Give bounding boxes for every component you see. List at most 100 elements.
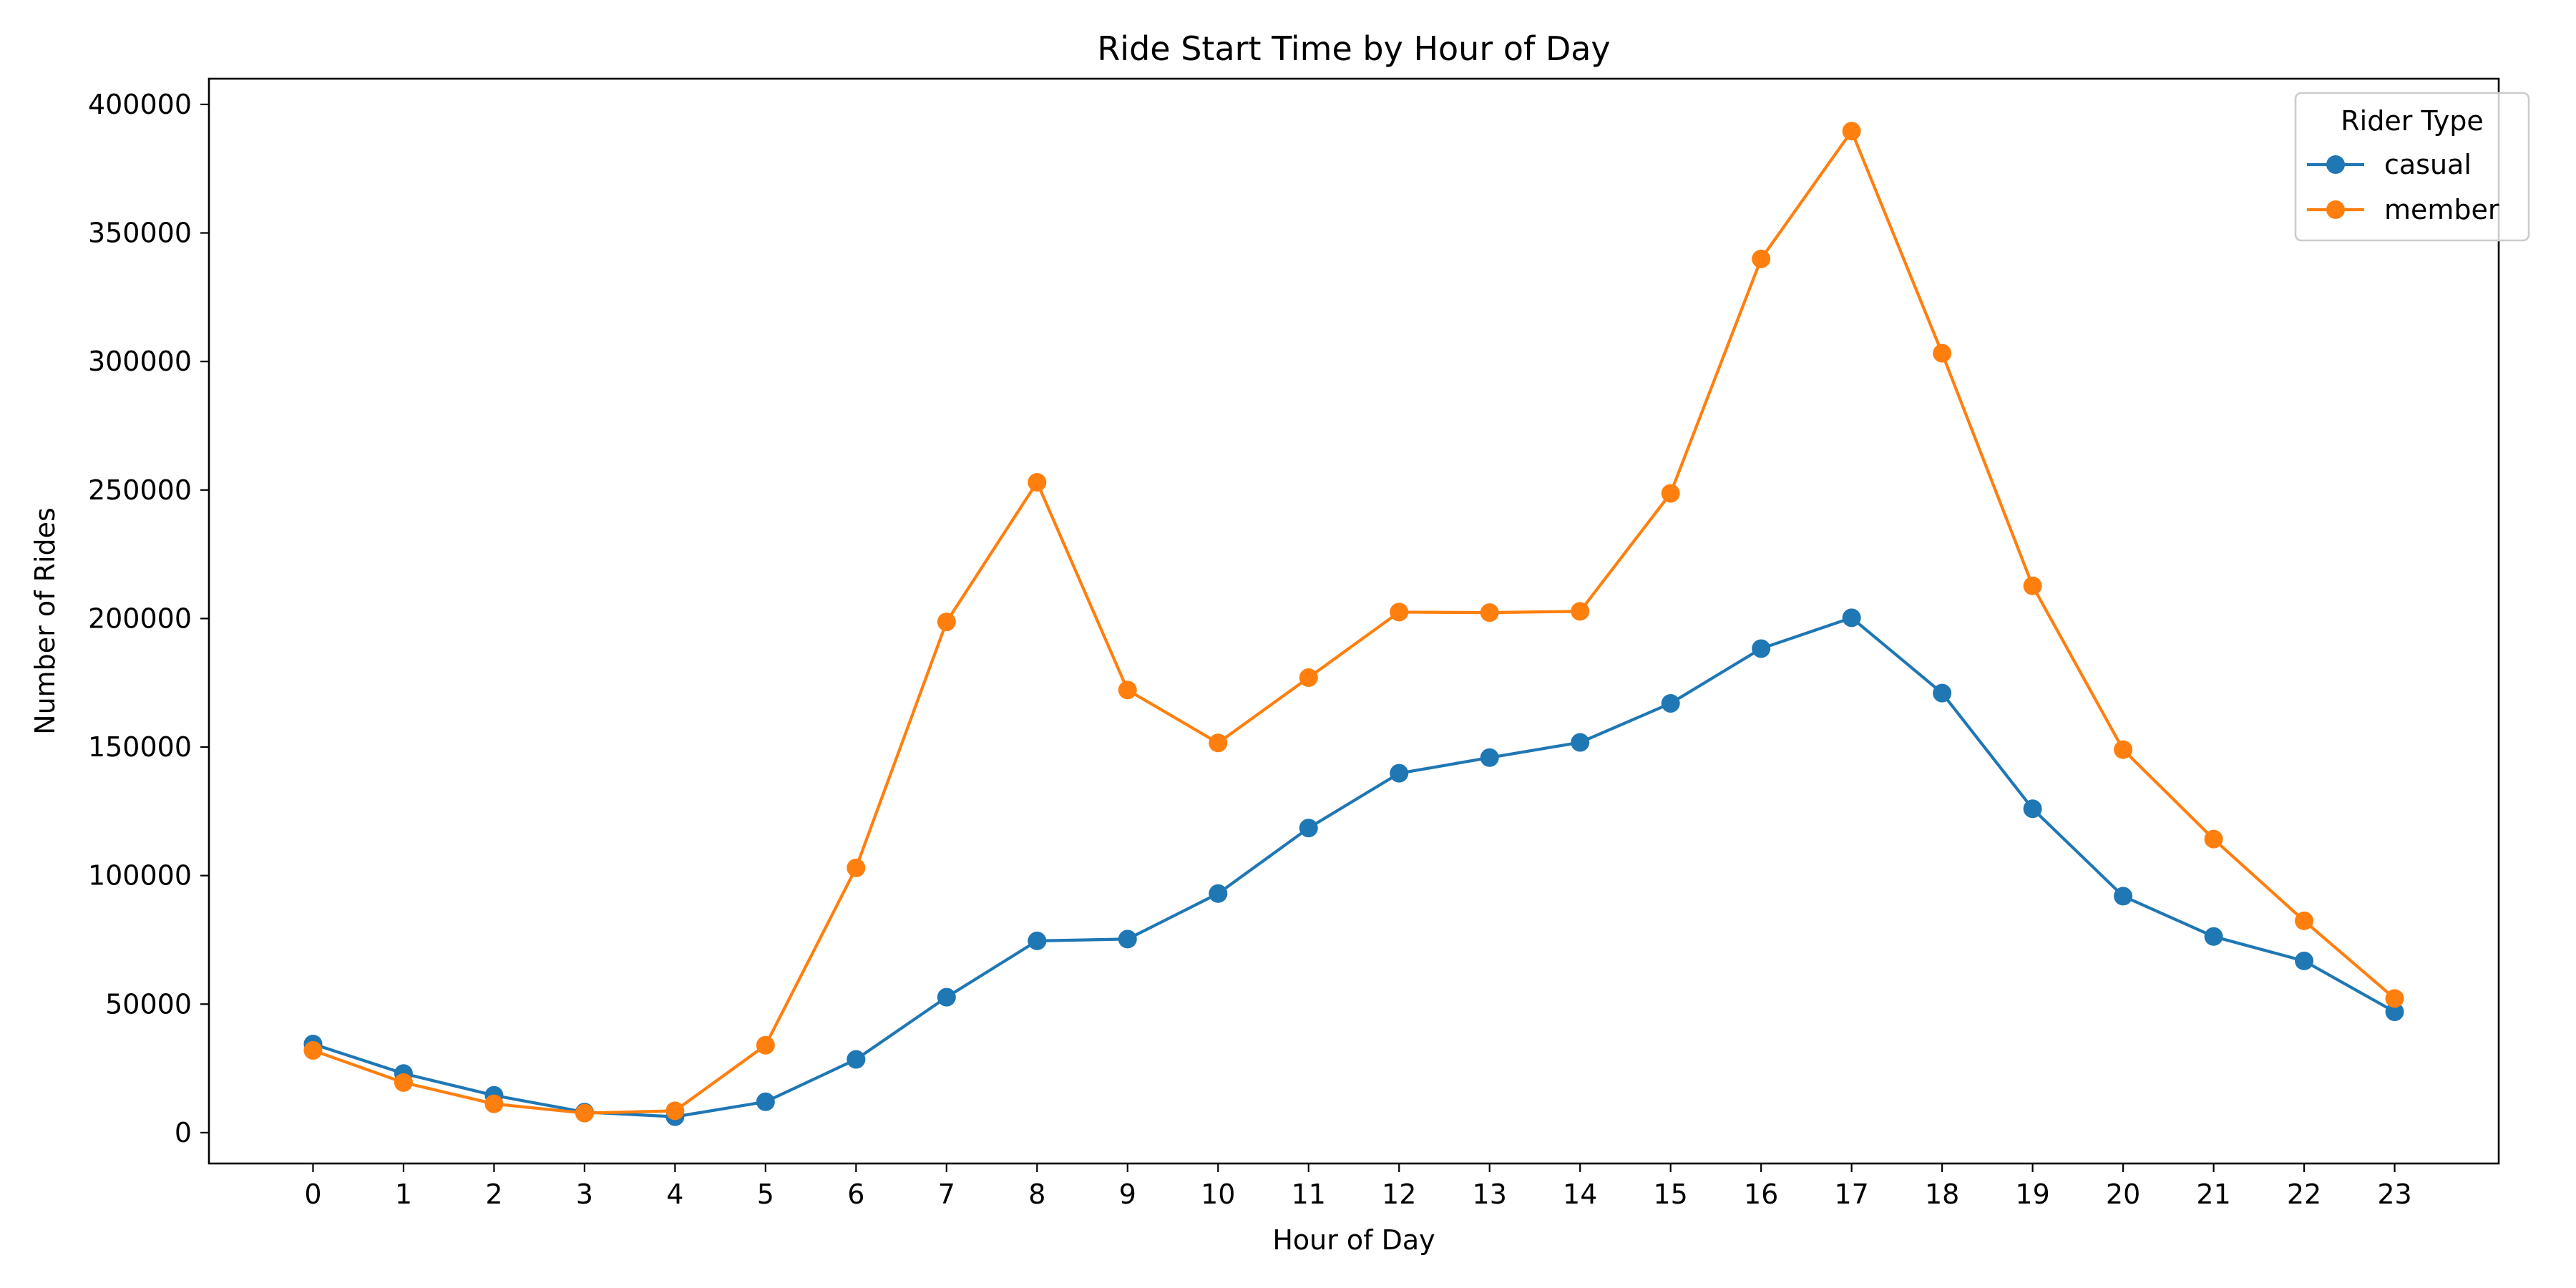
y-tick-label: 150000 xyxy=(88,731,192,763)
y-tick-label: 200000 xyxy=(88,602,192,634)
data-point-member xyxy=(575,1103,594,1123)
data-point-member xyxy=(2114,740,2133,759)
legend-marker-swatch xyxy=(2326,200,2345,219)
x-tick-label: 8 xyxy=(1028,1179,1045,1210)
x-tick-label: 1 xyxy=(395,1179,412,1210)
data-point-casual xyxy=(2204,927,2223,946)
data-point-casual xyxy=(1209,884,1228,903)
data-point-member xyxy=(1299,668,1318,688)
data-point-casual xyxy=(1480,748,1499,767)
data-point-casual xyxy=(1661,693,1680,713)
data-point-member xyxy=(1752,249,1771,268)
x-tick-label: 19 xyxy=(2015,1179,2049,1210)
series-casual xyxy=(303,608,2404,1126)
legend-box xyxy=(2294,92,2530,242)
legend: Rider Type casual member xyxy=(2294,92,2530,242)
y-tick-label: 0 xyxy=(175,1117,192,1148)
data-point-member xyxy=(303,1040,323,1060)
x-tick-label: 16 xyxy=(1744,1179,1778,1210)
data-point-casual xyxy=(1390,763,1409,783)
x-tick-label: 18 xyxy=(1925,1179,1959,1210)
data-point-member xyxy=(847,858,866,877)
data-point-casual xyxy=(1571,733,1590,752)
x-tick-label: 12 xyxy=(1382,1179,1416,1210)
data-point-casual xyxy=(2114,887,2133,906)
x-tick-label: 2 xyxy=(485,1179,502,1210)
data-point-casual xyxy=(1118,930,1137,949)
data-point-casual xyxy=(937,987,956,1007)
data-point-casual xyxy=(1842,608,1861,628)
x-tick-label: 4 xyxy=(666,1179,683,1210)
data-point-member xyxy=(1118,680,1137,700)
data-point-member xyxy=(1028,473,1047,492)
x-tick-label: 20 xyxy=(2106,1179,2140,1210)
x-tick-label: 15 xyxy=(1654,1179,1688,1210)
data-point-member xyxy=(2295,911,2314,930)
y-axis-label: Number of Rides xyxy=(29,507,61,735)
x-axis-ticks: 0 1 2 3 4 5 6 7 8 9 10 11 12 13 14 15 16 17 18 19 20 21 22 23 xyxy=(304,1163,2412,1210)
legend-marker-swatch xyxy=(2326,155,2345,174)
x-tick-label: 17 xyxy=(1834,1179,1868,1210)
legend-entry-casual: casual xyxy=(2307,149,2472,180)
data-point-member xyxy=(1933,343,1952,363)
x-tick-label: 3 xyxy=(576,1179,593,1210)
data-point-member xyxy=(484,1094,504,1113)
y-tick-label: 400000 xyxy=(88,89,192,120)
legend-title: Rider Type xyxy=(2341,105,2483,137)
data-point-member xyxy=(1209,733,1228,753)
data-point-member xyxy=(665,1101,685,1121)
x-tick-label: 6 xyxy=(847,1179,864,1210)
legend-entry-member: member xyxy=(2307,194,2499,225)
y-tick-label: 250000 xyxy=(88,474,192,506)
data-point-member xyxy=(2023,576,2042,595)
data-point-member xyxy=(1842,122,1861,141)
x-tick-label: 5 xyxy=(757,1179,774,1210)
data-point-casual xyxy=(2023,799,2042,819)
data-point-casual xyxy=(1933,683,1952,703)
x-tick-label: 0 xyxy=(304,1179,321,1210)
data-point-casual xyxy=(1028,931,1047,950)
x-tick-label: 11 xyxy=(1292,1179,1326,1210)
legend-label: casual xyxy=(2384,149,2472,180)
data-point-member xyxy=(756,1035,775,1055)
y-axis-ticks: 0 50000 100000 150000 200000 250000 300000 3500… xyxy=(88,89,209,1148)
series-line-casual xyxy=(311,616,2396,1118)
legend-label: member xyxy=(2384,194,2499,225)
data-point-member xyxy=(1390,602,1409,622)
data-point-member xyxy=(394,1073,413,1092)
y-tick-label: 350000 xyxy=(88,218,192,249)
x-axis-label: Hour of Day xyxy=(1272,1224,1435,1256)
data-point-casual xyxy=(1752,639,1771,658)
y-axis-label-group: Number of Rides xyxy=(29,507,61,735)
data-point-casual xyxy=(1299,819,1318,838)
data-point-casual xyxy=(756,1092,775,1111)
plot-frame xyxy=(208,77,2500,1165)
y-tick-label: 300000 xyxy=(88,346,192,377)
x-tick-label: 23 xyxy=(2377,1179,2411,1210)
series-layer xyxy=(303,122,2404,1126)
legend-entries: casual member xyxy=(2307,149,2499,225)
x-tick-label: 21 xyxy=(2196,1179,2230,1210)
y-tick-label: 100000 xyxy=(88,860,192,892)
x-tick-label: 13 xyxy=(1473,1179,1507,1210)
x-tick-label: 9 xyxy=(1119,1179,1136,1210)
data-point-member xyxy=(1571,602,1590,621)
data-point-member xyxy=(2204,829,2223,849)
x-tick-label: 14 xyxy=(1563,1179,1597,1210)
series-line-member xyxy=(311,130,2396,1115)
x-tick-label: 10 xyxy=(1201,1179,1235,1210)
chart-title: Ride Start Time by Hour of Day xyxy=(1097,29,1610,68)
x-tick-label: 7 xyxy=(938,1179,955,1210)
data-point-casual xyxy=(847,1050,866,1069)
data-point-member xyxy=(1480,603,1499,623)
data-point-member xyxy=(937,613,956,632)
y-tick-label: 50000 xyxy=(105,988,192,1020)
data-point-casual xyxy=(2295,951,2314,970)
data-point-member xyxy=(1661,484,1680,503)
data-point-member xyxy=(2385,989,2404,1008)
series-member xyxy=(303,122,2404,1123)
data-point-casual xyxy=(2385,1002,2404,1022)
x-tick-label: 22 xyxy=(2287,1179,2321,1210)
